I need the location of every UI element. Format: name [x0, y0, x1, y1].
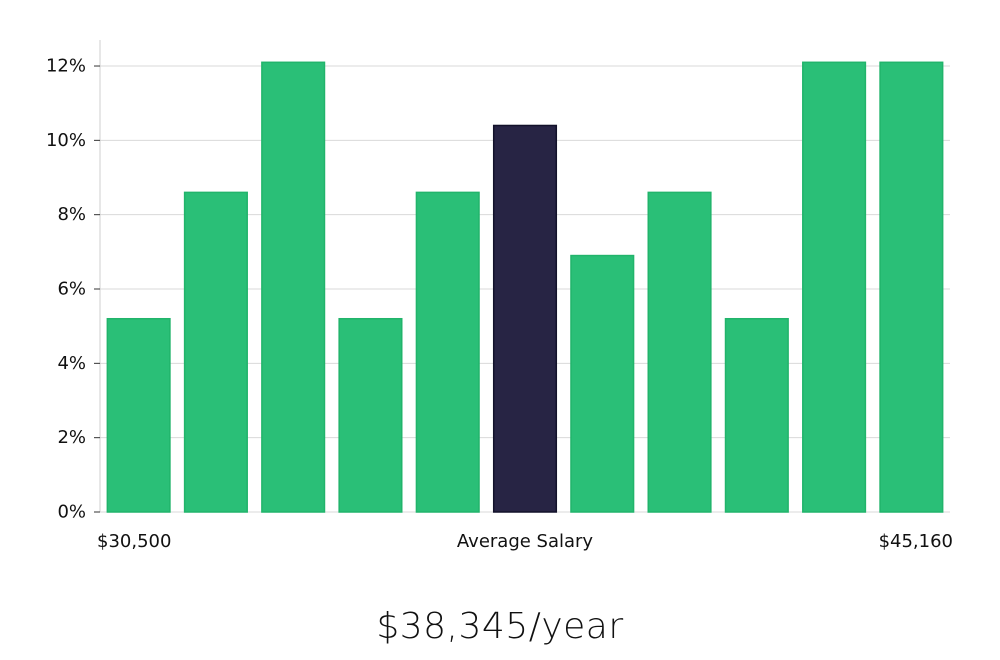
bar-highlighted-average	[492, 124, 558, 513]
salary-histogram-chart: 0% 2% 4% 6% 8% 10% 12% $30,500 Average Salary …	[46, 40, 953, 552]
y-tick-label: 10%	[46, 130, 86, 151]
bar	[106, 317, 171, 513]
y-tick-label: 4%	[57, 353, 86, 374]
x-axis-title: Average Salary	[457, 531, 594, 552]
bar	[647, 191, 712, 513]
x-axis: $30,500 Average Salary $45,160	[97, 531, 953, 552]
y-tick-label: 12%	[46, 56, 86, 77]
y-tick-label: 2%	[57, 427, 86, 448]
bars	[106, 61, 944, 513]
x-min-label: $30,500	[97, 531, 171, 552]
average-salary-value: $38,345/year	[376, 606, 624, 647]
y-tick-label: 6%	[57, 279, 86, 300]
bar	[261, 61, 326, 513]
bar	[570, 254, 635, 513]
bar	[724, 317, 789, 513]
bar	[879, 61, 944, 513]
x-max-label: $45,160	[879, 531, 953, 552]
bar	[415, 191, 480, 513]
bar	[183, 191, 248, 513]
bar	[802, 61, 867, 513]
y-tick-label: 8%	[57, 204, 86, 225]
bar	[338, 317, 403, 513]
y-axis: 0% 2% 4% 6% 8% 10% 12%	[46, 40, 101, 523]
y-tick-label: 0%	[57, 502, 86, 523]
